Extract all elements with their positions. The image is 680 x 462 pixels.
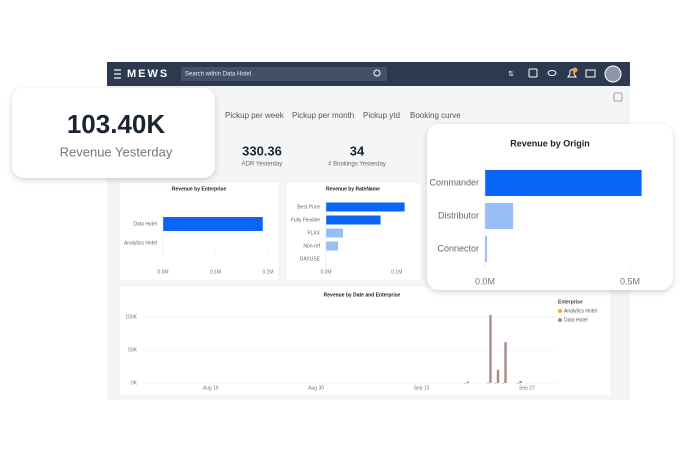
bar: [486, 383, 490, 384]
tab[interactable]: Booking curve: [410, 111, 461, 120]
kpi-label: # Bookings Yesterday: [328, 162, 386, 168]
category-label: Data Hotel: [133, 221, 157, 227]
sort-icon[interactable]: ⇅: [508, 71, 514, 78]
x-tick-label: 0.1M: [210, 269, 221, 275]
legend-label: Analytics Hotel: [564, 308, 597, 314]
bar: [326, 228, 343, 238]
category-label: Non-ref: [303, 243, 320, 249]
legend-swatch: [558, 318, 562, 322]
legend-swatch: [558, 309, 562, 313]
x-tick-label: 0.2M: [262, 269, 273, 275]
x-tick-label: 0.0M: [320, 269, 331, 275]
x-tick-label: Sep 27: [519, 385, 535, 391]
eye-icon[interactable]: [547, 70, 557, 76]
bar: [494, 383, 497, 384]
chart-title: Revenue by RateName: [326, 186, 380, 192]
chart-title: Revenue by Enterprise: [172, 186, 226, 192]
y-tick-label: 0K: [131, 380, 138, 386]
bar: [504, 342, 507, 383]
legend-title: Enterprise: [558, 299, 583, 305]
category-label: FLXX: [307, 230, 320, 236]
bar: [519, 381, 522, 383]
logo: MEWS: [127, 68, 169, 80]
kpi-value: 330.36: [242, 143, 282, 158]
avatar[interactable]: [604, 65, 622, 83]
x-tick-label: Aug 30: [308, 385, 324, 391]
x-tick-label: 0.0M: [157, 269, 168, 275]
help-icon[interactable]: [613, 92, 623, 102]
category-label: Best Price: [297, 204, 320, 210]
bar: [464, 383, 467, 384]
x-tick-label: 0.0M: [475, 276, 495, 286]
bar: [496, 369, 500, 383]
category-label: Distributor: [438, 210, 479, 220]
bar: [501, 383, 505, 384]
bar: [326, 241, 339, 251]
y-tick-label: 50K: [128, 347, 138, 353]
bar: [326, 202, 405, 212]
mail-icon[interactable]: [585, 69, 596, 78]
highlight-label: Revenue Yesterday: [60, 144, 173, 159]
tab[interactable]: Pickup per month: [292, 111, 354, 120]
notification-dot: [572, 67, 578, 73]
highlight-card: [12, 88, 215, 178]
bar: [485, 170, 642, 196]
chart-title: Revenue by Date and Enterprise: [324, 292, 401, 298]
chart-card: [120, 287, 610, 395]
category-label: Fully Flexible: [291, 217, 320, 223]
search-icon[interactable]: [373, 69, 381, 77]
highlight-value: 103.40K: [67, 109, 166, 139]
bar: [489, 315, 492, 383]
menu-icon[interactable]: [114, 69, 121, 79]
chart-title: Revenue by Origin: [510, 138, 590, 148]
bar: [485, 203, 514, 229]
bell-icon[interactable]: [567, 69, 577, 78]
legend-label: Data Hotel: [564, 317, 588, 323]
kpi-value: 34: [350, 143, 365, 158]
search-placeholder: Search within Data Hotel: [185, 72, 251, 78]
bar: [466, 381, 470, 383]
y-tick-label: 100K: [125, 314, 137, 320]
add-icon[interactable]: [528, 68, 538, 78]
category-label: DAYUSE: [300, 256, 321, 262]
x-tick-label: 0.5M: [620, 276, 640, 286]
search-box[interactable]: [181, 67, 387, 81]
chart-card: [287, 183, 420, 280]
category-label: Connector: [437, 243, 479, 253]
tab[interactable]: Pickup per week: [225, 111, 285, 120]
category-label: Commander: [429, 177, 479, 187]
bar: [485, 236, 488, 262]
tab[interactable]: Pickup ytd: [363, 111, 400, 120]
x-tick-label: Sep 13: [414, 385, 430, 391]
x-tick-label: 0.1M: [391, 269, 402, 275]
chart-card: [120, 183, 278, 280]
bar: [516, 383, 520, 384]
kpi-label: ADR Yesterday: [242, 162, 283, 168]
x-tick-label: Aug 16: [203, 385, 219, 391]
highlight-card: [427, 124, 673, 290]
bar: [163, 217, 263, 231]
category-label: Analytics Hotel: [124, 240, 157, 246]
bar: [326, 215, 381, 225]
